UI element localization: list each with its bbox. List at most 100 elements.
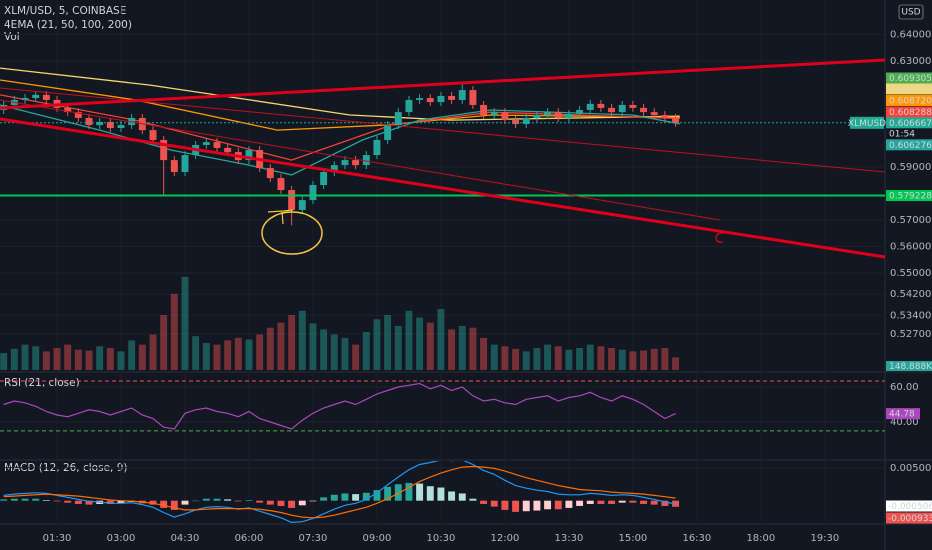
histogram-bar: [554, 500, 562, 510]
histogram-bar: [394, 484, 402, 501]
candle-body: [341, 160, 349, 166]
histogram-bar: [330, 494, 338, 501]
macd: [0, 461, 680, 523]
price-badge-label: 0.608720: [889, 97, 932, 107]
price-badge-label: 0.609152: [889, 85, 932, 95]
candle-body: [565, 113, 573, 118]
candle-body: [85, 117, 93, 126]
histogram-bar: [234, 500, 242, 502]
histogram-bar: [32, 498, 40, 501]
histogram-bar: [608, 500, 616, 504]
histogram-bar: [74, 500, 82, 504]
histogram-bar: [480, 500, 488, 504]
countdown: 01:54: [889, 129, 915, 139]
price-badge: [886, 83, 932, 95]
time-label: 19:30: [810, 533, 839, 544]
volume-bar: [586, 344, 594, 370]
candle-body: [224, 147, 232, 153]
histogram-bar: [149, 500, 157, 505]
currency-label[interactable]: USD: [901, 8, 920, 18]
histogram-bar: [341, 493, 349, 501]
candle-body: [117, 125, 125, 129]
candle-body: [597, 103, 605, 108]
price-badge: [886, 117, 932, 129]
volume-bar: [501, 346, 509, 370]
candle-body: [416, 98, 424, 100]
candle-body: [96, 121, 104, 126]
trendline-thin: [0, 87, 885, 173]
ema-line: [0, 67, 680, 121]
price-badge-label: 0.579228: [889, 192, 932, 202]
candle-body: [309, 185, 317, 201]
price-badge: [886, 106, 932, 118]
volume-bar: [213, 344, 221, 370]
price-label: 0.527000: [890, 329, 932, 340]
candle-body: [554, 112, 562, 118]
bracket-annotation: [267, 209, 294, 225]
rsi-badge-label: 44.78: [889, 410, 915, 420]
volume-badge: [886, 361, 932, 371]
volume-title: Vol: [4, 31, 20, 43]
candle-body: [352, 160, 360, 166]
volume-bar: [597, 346, 605, 370]
candle-body: [298, 200, 306, 210]
volume: [0, 276, 680, 370]
currency-box[interactable]: [898, 4, 924, 20]
histogram-bar: [437, 487, 445, 501]
candle-body: [373, 139, 381, 156]
candle-body: [330, 165, 338, 173]
price-badge: [886, 72, 932, 84]
volume-bar: [74, 349, 82, 370]
time-label: 07:30: [299, 533, 328, 544]
candle-body: [469, 90, 477, 105]
volume-bar: [661, 348, 669, 370]
macd-badge-label: -0.000933: [888, 514, 932, 524]
histogram-bar: [266, 500, 274, 505]
volume-bar: [192, 336, 200, 370]
volume-bar: [96, 346, 104, 370]
macd-badge: [886, 500, 932, 512]
volume-bar: [320, 329, 328, 370]
candle-body: [448, 95, 456, 100]
histogram-bar: [320, 497, 328, 501]
candle-body: [42, 94, 50, 100]
volume-bar: [576, 348, 584, 370]
volume-bar: [565, 349, 573, 370]
symbol-badge: [850, 116, 884, 129]
candle-body: [394, 112, 402, 126]
volume-bar: [373, 319, 381, 370]
histogram-bar: [10, 498, 18, 501]
candle-body: [320, 172, 328, 185]
histogram-bar: [160, 500, 168, 508]
histogram-bar: [661, 500, 669, 506]
macd-badge-label: -0.000506: [888, 502, 932, 512]
volume-bar: [181, 276, 189, 370]
histogram-bar: [544, 500, 552, 510]
candle-body: [74, 112, 82, 118]
macd-badge: [886, 512, 932, 524]
candle-body: [160, 139, 168, 161]
histogram-bar: [533, 500, 541, 511]
histogram-bar: [0, 499, 8, 501]
time-label: 12:00: [491, 533, 520, 544]
volume-bar: [458, 326, 466, 370]
histogram-bar: [288, 500, 296, 508]
candle-body: [458, 90, 466, 100]
candle-body: [384, 125, 392, 140]
candle-body: [362, 155, 370, 166]
volume-bar: [426, 322, 434, 370]
volume-bar: [32, 346, 40, 370]
volume-bar: [0, 353, 8, 370]
circle-annotation: [261, 211, 323, 255]
price-badge: [886, 190, 932, 202]
histogram-bar: [85, 500, 93, 505]
ema-line: [0, 94, 680, 161]
